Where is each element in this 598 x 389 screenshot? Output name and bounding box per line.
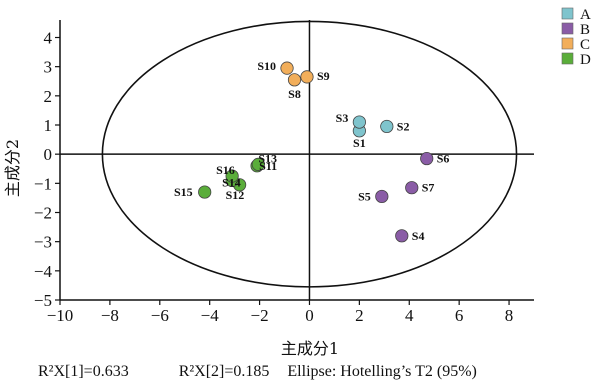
point-label-s13: S13 <box>258 151 277 165</box>
x-tick-label: −8 <box>101 306 119 325</box>
point-s9 <box>300 70 314 84</box>
point-s7 <box>405 181 419 195</box>
legend-swatch-c <box>561 37 574 50</box>
x-tick-label: 8 <box>505 306 514 325</box>
caption-r2x1: R²X[1]=0.633 <box>38 363 129 380</box>
x-axis-title: 主成分1 <box>281 339 339 358</box>
y-axis-title: 主成分2 <box>3 139 22 197</box>
legend-label-a: A <box>580 7 591 23</box>
point-s5 <box>375 189 389 204</box>
point-label-s5: S5 <box>358 189 371 203</box>
point-s13 <box>251 157 265 171</box>
legend-label-c: C <box>580 37 590 53</box>
point-label-s7: S7 <box>422 181 435 195</box>
point-label-s2: S2 <box>397 119 410 133</box>
y-tick-label: 2 <box>44 87 53 106</box>
x-tick-label: −6 <box>151 306 169 325</box>
point-s4 <box>395 229 409 243</box>
y-tick-label: −5 <box>34 291 52 310</box>
point-s15 <box>198 185 212 199</box>
point-s10 <box>280 61 294 75</box>
y-tick-label: −3 <box>34 233 52 252</box>
legend-label-b: B <box>580 22 590 38</box>
point-s16 <box>225 169 239 183</box>
x-tick-label: 0 <box>305 306 314 325</box>
x-tick-label: 6 <box>455 306 464 325</box>
x-tick-label: 2 <box>355 306 364 325</box>
y-tick-label: 3 <box>44 58 53 77</box>
x-tick-label: −2 <box>251 306 269 325</box>
legend-label-d: D <box>580 52 591 68</box>
point-s8 <box>287 73 302 87</box>
point-label-s12: S12 <box>226 188 245 202</box>
y-tick-label: 0 <box>44 145 53 164</box>
x-tick-label: −4 <box>201 306 220 325</box>
point-label-s10: S10 <box>257 59 276 73</box>
point-s6 <box>420 151 434 166</box>
caption-r2x2: R²X[2]=0.185 <box>178 363 270 380</box>
point-label-s9: S9 <box>317 69 330 83</box>
x-tick-label: −10 <box>47 306 74 325</box>
point-label-s4: S4 <box>412 229 425 243</box>
point-label-s1: S1 <box>353 136 366 150</box>
point-label-s11: S11 <box>259 159 277 173</box>
caption: R²X[1]=0.633 R²X[2]=0.185 Ellipse: Hotel… <box>38 363 598 381</box>
legend-swatch-b <box>561 22 574 35</box>
y-tick-label: −4 <box>34 262 53 281</box>
y-tick-label: −1 <box>34 174 52 193</box>
point-label-s14: S14 <box>222 175 241 189</box>
point-label-s16: S16 <box>216 163 235 177</box>
point-label-s3: S3 <box>336 111 349 125</box>
legend-swatch-d <box>561 52 574 65</box>
y-tick-label: 4 <box>44 29 53 48</box>
x-tick-label: 4 <box>405 306 414 325</box>
y-tick-label: −2 <box>34 204 52 223</box>
point-label-s8: S8 <box>288 87 301 101</box>
legend-swatch-a <box>561 7 574 20</box>
point-label-s15: S15 <box>174 185 193 199</box>
y-tick-label: 1 <box>44 116 53 135</box>
point-s2 <box>380 119 394 134</box>
point-label-s6: S6 <box>437 152 450 166</box>
point-s3 <box>352 115 366 129</box>
caption-ellipse: Ellipse: Hotelling’s T2 (95%) <box>287 363 477 380</box>
